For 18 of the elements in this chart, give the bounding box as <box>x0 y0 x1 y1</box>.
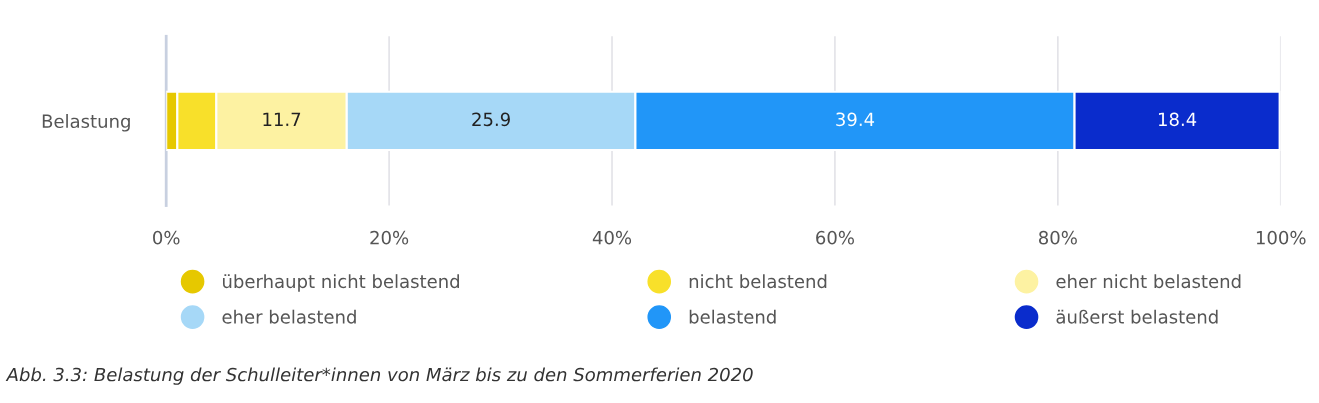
data-label: 39.4 <box>836 112 875 127</box>
data-label: 25.9 <box>472 112 510 127</box>
y-tick-label: Belastung <box>42 114 130 132</box>
x-tick-label: 20% <box>370 230 409 245</box>
data-label: 11.7 <box>263 112 301 126</box>
x-tick-label: 80% <box>1039 230 1077 245</box>
x-tick-label: 100% <box>1256 230 1306 245</box>
x-tick-label: 60% <box>816 230 854 245</box>
legend-label: belastend <box>689 309 776 324</box>
legend-label: überhaupt nicht belastend <box>223 274 459 292</box>
legend-label: äußerst belastend <box>1056 309 1218 324</box>
legend-label: eher nicht belastend <box>1056 274 1241 289</box>
caption: Abb. 3.3: Belastung der Schulleiter*innen von März bis zu den Sommerferien 2020 <box>5 367 753 385</box>
legend-label: nicht belastend <box>689 274 827 289</box>
x-tick-label: 0% <box>153 230 180 245</box>
legend-label: eher belastend <box>222 309 356 324</box>
data-label: 18.4 <box>1158 112 1197 127</box>
x-tick-label: 40% <box>592 230 632 245</box>
